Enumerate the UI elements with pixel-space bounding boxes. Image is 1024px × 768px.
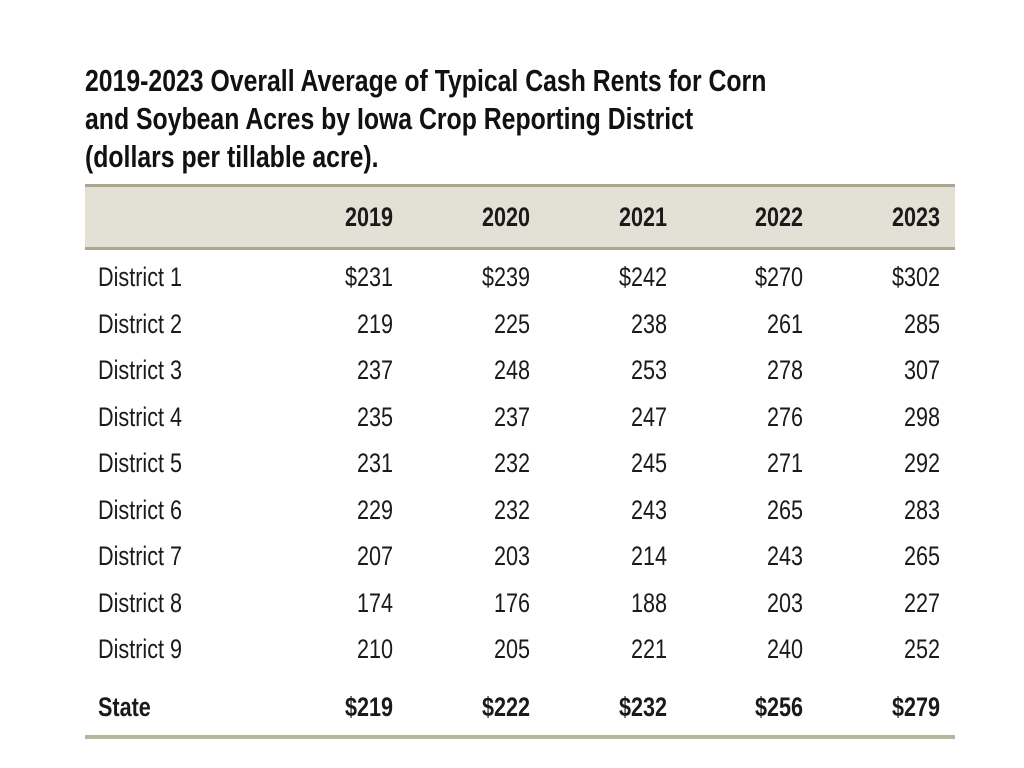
row-label: District 7 (98, 541, 183, 571)
cell-value: 248 (493, 355, 530, 385)
cell-value: 227 (903, 587, 940, 618)
title-line: 2019-2023 Overall Average of Typical Cas… (85, 63, 767, 98)
row-label: District 5 (98, 448, 183, 478)
cell-value: 232 (493, 448, 530, 478)
row-label: District 3 (98, 355, 183, 385)
cell-value: 252 (903, 634, 940, 664)
cell-value: 225 (493, 308, 530, 339)
cell-value: $222 (481, 691, 530, 722)
title-line: (dollars per tillable acre). (85, 139, 379, 174)
cell-value: 219 (356, 308, 393, 339)
cell-value: 176 (493, 587, 530, 618)
table-title: 2019-2023 Overall Average of Typical Cas… (85, 62, 1024, 176)
cell-value: 283 (903, 494, 940, 525)
column-header: 2020 (481, 202, 530, 232)
cell-value: 240 (766, 634, 803, 664)
table-row: District 3 237 248 253 278 307 (85, 347, 955, 394)
cell-value: $302 (891, 262, 940, 292)
cell-value: 237 (493, 401, 530, 432)
table-row: District 5 231 232 245 271 292 (85, 440, 955, 487)
title-line: and Soybean Acres by Iowa Crop Reporting… (85, 101, 694, 136)
column-header: 2019 (344, 202, 393, 232)
row-label: State (98, 691, 151, 722)
row-label: District 8 (98, 587, 183, 618)
column-header: 2023 (891, 202, 940, 232)
cell-value: 214 (630, 541, 667, 571)
cell-value: 210 (356, 634, 393, 664)
cell-value: 174 (356, 587, 393, 618)
table-body: District 1 $231 $239 $242 $270 $302 District 2… (85, 250, 955, 673)
cell-value: 221 (630, 634, 667, 664)
cell-value: 307 (903, 355, 940, 385)
cell-value: 243 (766, 541, 803, 571)
cell-value: 276 (766, 401, 803, 432)
cell-value: 261 (766, 308, 803, 339)
cell-value: 285 (903, 308, 940, 339)
row-label: District 9 (98, 634, 183, 664)
column-header: 2021 (618, 202, 667, 232)
state-row: State $219 $222 $232 $256 $279 (85, 685, 955, 739)
cell-value: 232 (493, 494, 530, 525)
row-label: District 4 (98, 401, 183, 432)
table-row: District 6 229 232 243 265 283 (85, 487, 955, 534)
cell-value: 203 (493, 541, 530, 571)
cell-value: 231 (356, 448, 393, 478)
cell-value: 292 (903, 448, 940, 478)
cell-value: 207 (356, 541, 393, 571)
cell-value: 265 (766, 494, 803, 525)
table-row: District 4 235 237 247 276 298 (85, 394, 955, 441)
table-row: District 1 $231 $239 $242 $270 $302 (85, 254, 955, 301)
cell-value: 235 (356, 401, 393, 432)
cell-value: $232 (618, 691, 667, 722)
cell-value: 203 (766, 587, 803, 618)
table-row: District 7 207 203 214 243 265 (85, 533, 955, 580)
cell-value: $242 (618, 262, 667, 292)
cell-value: 271 (766, 448, 803, 478)
cell-value: $256 (754, 691, 803, 722)
table-row: District 9 210 205 221 240 252 (85, 626, 955, 673)
column-header: 2022 (754, 202, 803, 232)
row-label: District 6 (98, 494, 183, 525)
cell-value: 245 (630, 448, 667, 478)
row-label: District 1 (98, 262, 183, 292)
cell-value: $231 (344, 262, 393, 292)
cell-value: 253 (630, 355, 667, 385)
cell-value: $239 (481, 262, 530, 292)
cell-value: 265 (903, 541, 940, 571)
table-row: District 2 219 225 238 261 285 (85, 301, 955, 348)
row-label: District 2 (98, 308, 183, 339)
cell-value: 237 (356, 355, 393, 385)
table-header: 2019 2020 2021 2022 2023 (85, 184, 955, 250)
table-row: District 8 174 176 188 203 227 (85, 580, 955, 627)
cell-value: $219 (344, 691, 393, 722)
cell-value: 238 (630, 308, 667, 339)
cell-value: 188 (630, 587, 667, 618)
cell-value: 205 (493, 634, 530, 664)
cell-value: $279 (891, 691, 940, 722)
cell-value: 298 (903, 401, 940, 432)
cell-value: 247 (630, 401, 667, 432)
cash-rent-table: 2019 2020 2021 2022 2023 District 1 $231 $… (85, 184, 955, 739)
cell-value: $270 (754, 262, 803, 292)
cell-value: 278 (766, 355, 803, 385)
cell-value: 229 (356, 494, 393, 525)
cell-value: 243 (630, 494, 667, 525)
